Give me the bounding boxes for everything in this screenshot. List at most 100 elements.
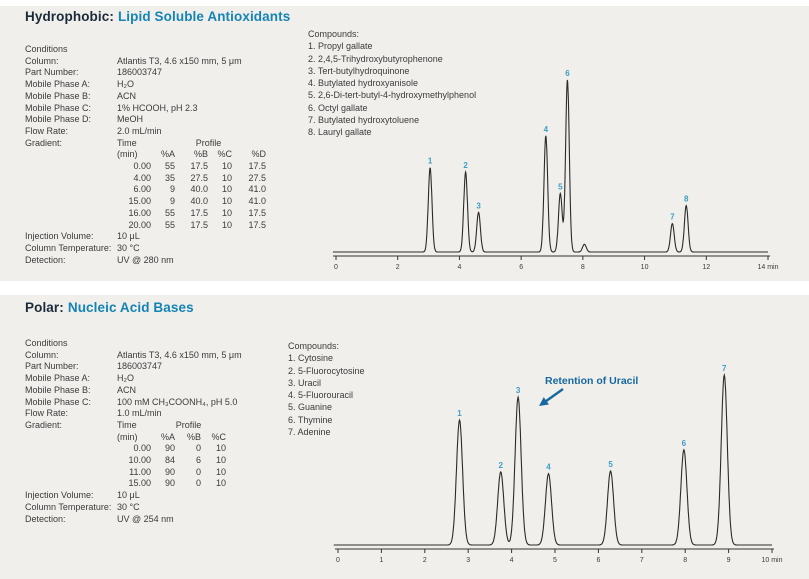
condition-label: Mobile Phase D: [25,114,92,125]
condition-value: 100 mM CH₃COONH₄, pH 5.0 [117,396,238,407]
condition-value: UV @ 254 nm [117,513,174,524]
x-tick-label: 0 [336,557,340,564]
condition-value: ACN [117,90,137,101]
conditions-block: Conditions Column: Atlantis T3, 4.6 x150 m… [25,338,315,525]
condition-label: Column Temperature: [25,242,112,253]
section-title: Polar: Nucleic Acid Bases [25,300,194,315]
gradient-cell: 17.5 [248,207,266,218]
condition-value: 186003747 [117,361,163,372]
condition-value: 1.0 mL/min [117,408,162,419]
condition-value: UV @ 280 nm [117,254,174,265]
condition-label: Mobile Phase B: [25,90,91,101]
condition-row: Detection: UV @ 254 nm [25,514,315,526]
gradient-data-row: 16.00 55 17.5 10 17.5 [117,208,266,220]
condition-label: Flow Rate: [25,408,69,419]
gradient-cell: 35 [164,172,175,183]
gradient-cell: 10 [215,466,226,477]
gradient-cell: 84 [164,455,175,466]
x-tick-label: 7 [640,557,644,564]
gradient-table: Time Profile (min) %A %B %C 0.00 90 0 10 10.00 84 6 1… [117,420,226,490]
gradient-cell: 9 [169,196,175,207]
compound-item: 7. Butylated hydroxytoluene [308,115,420,126]
peak-label: 5 [608,460,613,469]
gradient-col-header: (min) [117,149,138,160]
condition-value: 2.0 mL/min [117,125,162,136]
condition-row: Mobile Phase A: H₂O [25,79,315,91]
gradient-profile-header: Profile [195,137,222,148]
condition-row: Mobile Phase A: H₂O [25,373,315,385]
compound-item: 6. Octyl gallate [308,102,368,113]
condition-value: 30 °C [117,501,140,512]
gradient-cell: 15.00 [128,196,151,207]
gradient-cell: 0.00 [133,161,151,172]
gradient-data-row: 15.00 9 40.0 10 41.0 [117,196,266,208]
condition-row: Injection Volume: 10 μL [25,231,315,243]
gradient-cell: 17.5 [190,219,208,230]
condition-row: Column: Atlantis T3, 4.6 x150 mm, 5 μm [25,350,315,362]
condition-value: 10 μL [117,231,140,242]
gradient-cell: 90 [164,478,175,489]
section-polar: Polar: Nucleic Acid Bases Conditions Colum… [0,295,809,579]
condition-label: Part Number: [25,361,79,372]
section-hydrophobic: Hydrophobic: Lipid Soluble Antioxidants C… [0,6,809,281]
gradient-data-row: 11.00 90 0 10 [117,467,226,479]
peak-label: 6 [682,439,687,448]
compound-item: 8. Lauryl gallate [308,127,372,138]
compounds-heading: Compounds: [308,29,360,39]
gradient-data-row: 0.00 90 0 10 [117,443,226,455]
peak-label: 1 [457,409,462,418]
x-tick-label: 4 [510,557,514,564]
peak-label: 2 [463,161,468,170]
gradient-cell: 9 [169,184,175,195]
condition-value: H₂O [117,79,134,90]
x-tick-label: 3 [466,557,470,564]
x-tick-label: 9 [727,557,731,564]
section-title-main: Lipid Soluble Antioxidants [117,9,291,24]
gradient-cell: 10 [221,161,232,172]
x-tick-label: 10 min [761,557,782,564]
gradient-cell: 10 [215,478,226,489]
gradient-col-header: %B [186,431,201,442]
gradient-cell: 55 [164,207,175,218]
gradient-data-row: 10.00 84 6 10 [117,455,226,467]
gradient-cell: 90 [164,443,175,454]
condition-value: ACN [117,384,137,395]
x-tick-label: 14 min [757,264,778,271]
gradient-cell: 55 [164,161,175,172]
compound-item: 4. 5-Fluorouracil [288,390,354,401]
x-tick-label: 6 [519,264,523,271]
gradient-row: Gradient: Time Profile (min) %A %B %C %D 0.00 55 1… [25,138,315,232]
gradient-cell: 4.00 [133,172,151,183]
condition-label: Mobile Phase C: [25,396,92,407]
x-tick-label: 12 [702,264,710,271]
gradient-col-header: %C [217,149,232,160]
condition-value: 30 °C [117,242,140,253]
compound-item: 2. 2,4,5-Trihydroxybutyrophenone [308,53,443,64]
gradient-cell: 0.00 [133,443,151,454]
gradient-time-header: Time [117,137,137,148]
condition-row: Mobile Phase D: MeOH [25,114,315,126]
gradient-cell: 0 [195,443,201,454]
peak-label: 5 [558,183,563,192]
x-tick-label: 8 [581,264,585,271]
gradient-cell: 0 [195,478,201,489]
x-tick-label: 8 [683,557,687,564]
gradient-cell: 27.5 [248,172,266,183]
condition-row: Column Temperature: 30 °C [25,243,315,255]
compound-item: 1. Propyl gallate [308,41,373,52]
gradient-cell: 17.5 [190,161,208,172]
gradient-cell: 6 [195,455,201,466]
compound-item: 5. Guanine [288,402,333,413]
x-tick-label: 6 [596,557,600,564]
gradient-cell: 10 [215,443,226,454]
compound-item: 4. Butylated hydroxyanisole [308,78,419,89]
compound-item: 3. Tert-butylhydroquinone [308,65,410,76]
condition-row: Flow Rate: 2.0 mL/min [25,126,315,138]
chromatogram-trace [333,372,772,546]
conditions-block: Conditions Column: Atlantis T3, 4.6 x150 m… [25,44,315,266]
condition-label: Gradient: [25,419,63,430]
gradient-cell: 10 [221,219,232,230]
compound-item: 6. Thymine [288,414,333,425]
condition-label: Mobile Phase C: [25,102,92,113]
